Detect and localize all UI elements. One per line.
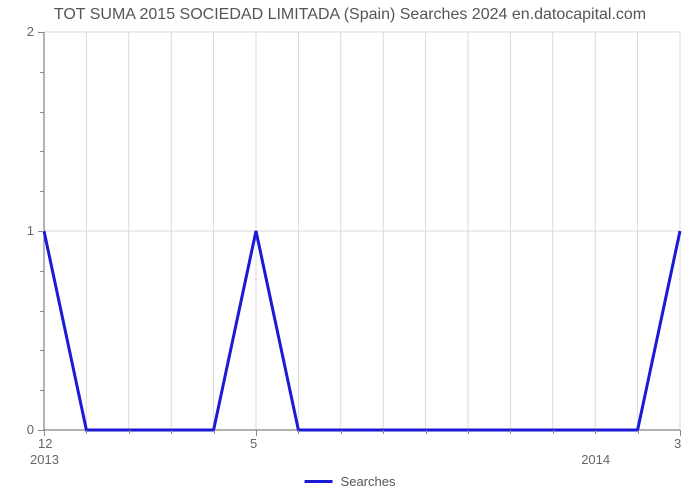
y-tick-mark xyxy=(38,32,44,33)
y-tick-label: 2 xyxy=(27,24,34,39)
x-minor-tick-mark xyxy=(595,430,596,434)
y-minor-tick-mark xyxy=(40,151,44,152)
x-minor-tick-mark xyxy=(171,430,172,434)
y-minor-tick-mark xyxy=(40,271,44,272)
legend: Searches xyxy=(305,474,396,489)
chart-title: TOT SUMA 2015 SOCIEDAD LIMITADA (Spain) … xyxy=(0,6,700,24)
x-minor-tick-mark xyxy=(86,430,87,434)
y-minor-tick-mark xyxy=(40,191,44,192)
y-minor-tick-mark xyxy=(40,390,44,391)
y-minor-tick-mark xyxy=(40,311,44,312)
x-minor-tick-mark xyxy=(214,430,215,434)
x-category-label: 2013 xyxy=(30,452,59,467)
x-category-label: 2014 xyxy=(581,452,610,467)
legend-label: Searches xyxy=(341,474,396,489)
y-tick-label: 0 xyxy=(27,422,34,437)
x-minor-tick-mark xyxy=(553,430,554,434)
chart-container: TOT SUMA 2015 SOCIEDAD LIMITADA (Spain) … xyxy=(0,0,700,500)
x-minor-tick-mark xyxy=(298,430,299,434)
y-tick-label: 1 xyxy=(27,223,34,238)
x-minor-tick-mark xyxy=(468,430,469,434)
plot-svg xyxy=(44,32,680,430)
y-minor-tick-mark xyxy=(40,112,44,113)
x-minor-tick-mark xyxy=(510,430,511,434)
plot-area xyxy=(44,32,680,430)
x-tick-label: 5 xyxy=(250,436,257,451)
x-minor-tick-mark xyxy=(426,430,427,434)
x-minor-tick-mark xyxy=(638,430,639,434)
x-minor-tick-mark xyxy=(129,430,130,434)
x-tick-label: 3 xyxy=(674,436,681,451)
y-minor-tick-mark xyxy=(40,72,44,73)
legend-swatch xyxy=(305,480,333,483)
x-minor-tick-mark xyxy=(341,430,342,434)
y-tick-mark xyxy=(38,231,44,232)
x-tick-label: 12 xyxy=(38,436,52,451)
y-minor-tick-mark xyxy=(40,350,44,351)
x-minor-tick-mark xyxy=(383,430,384,434)
series-line-searches xyxy=(44,231,680,430)
